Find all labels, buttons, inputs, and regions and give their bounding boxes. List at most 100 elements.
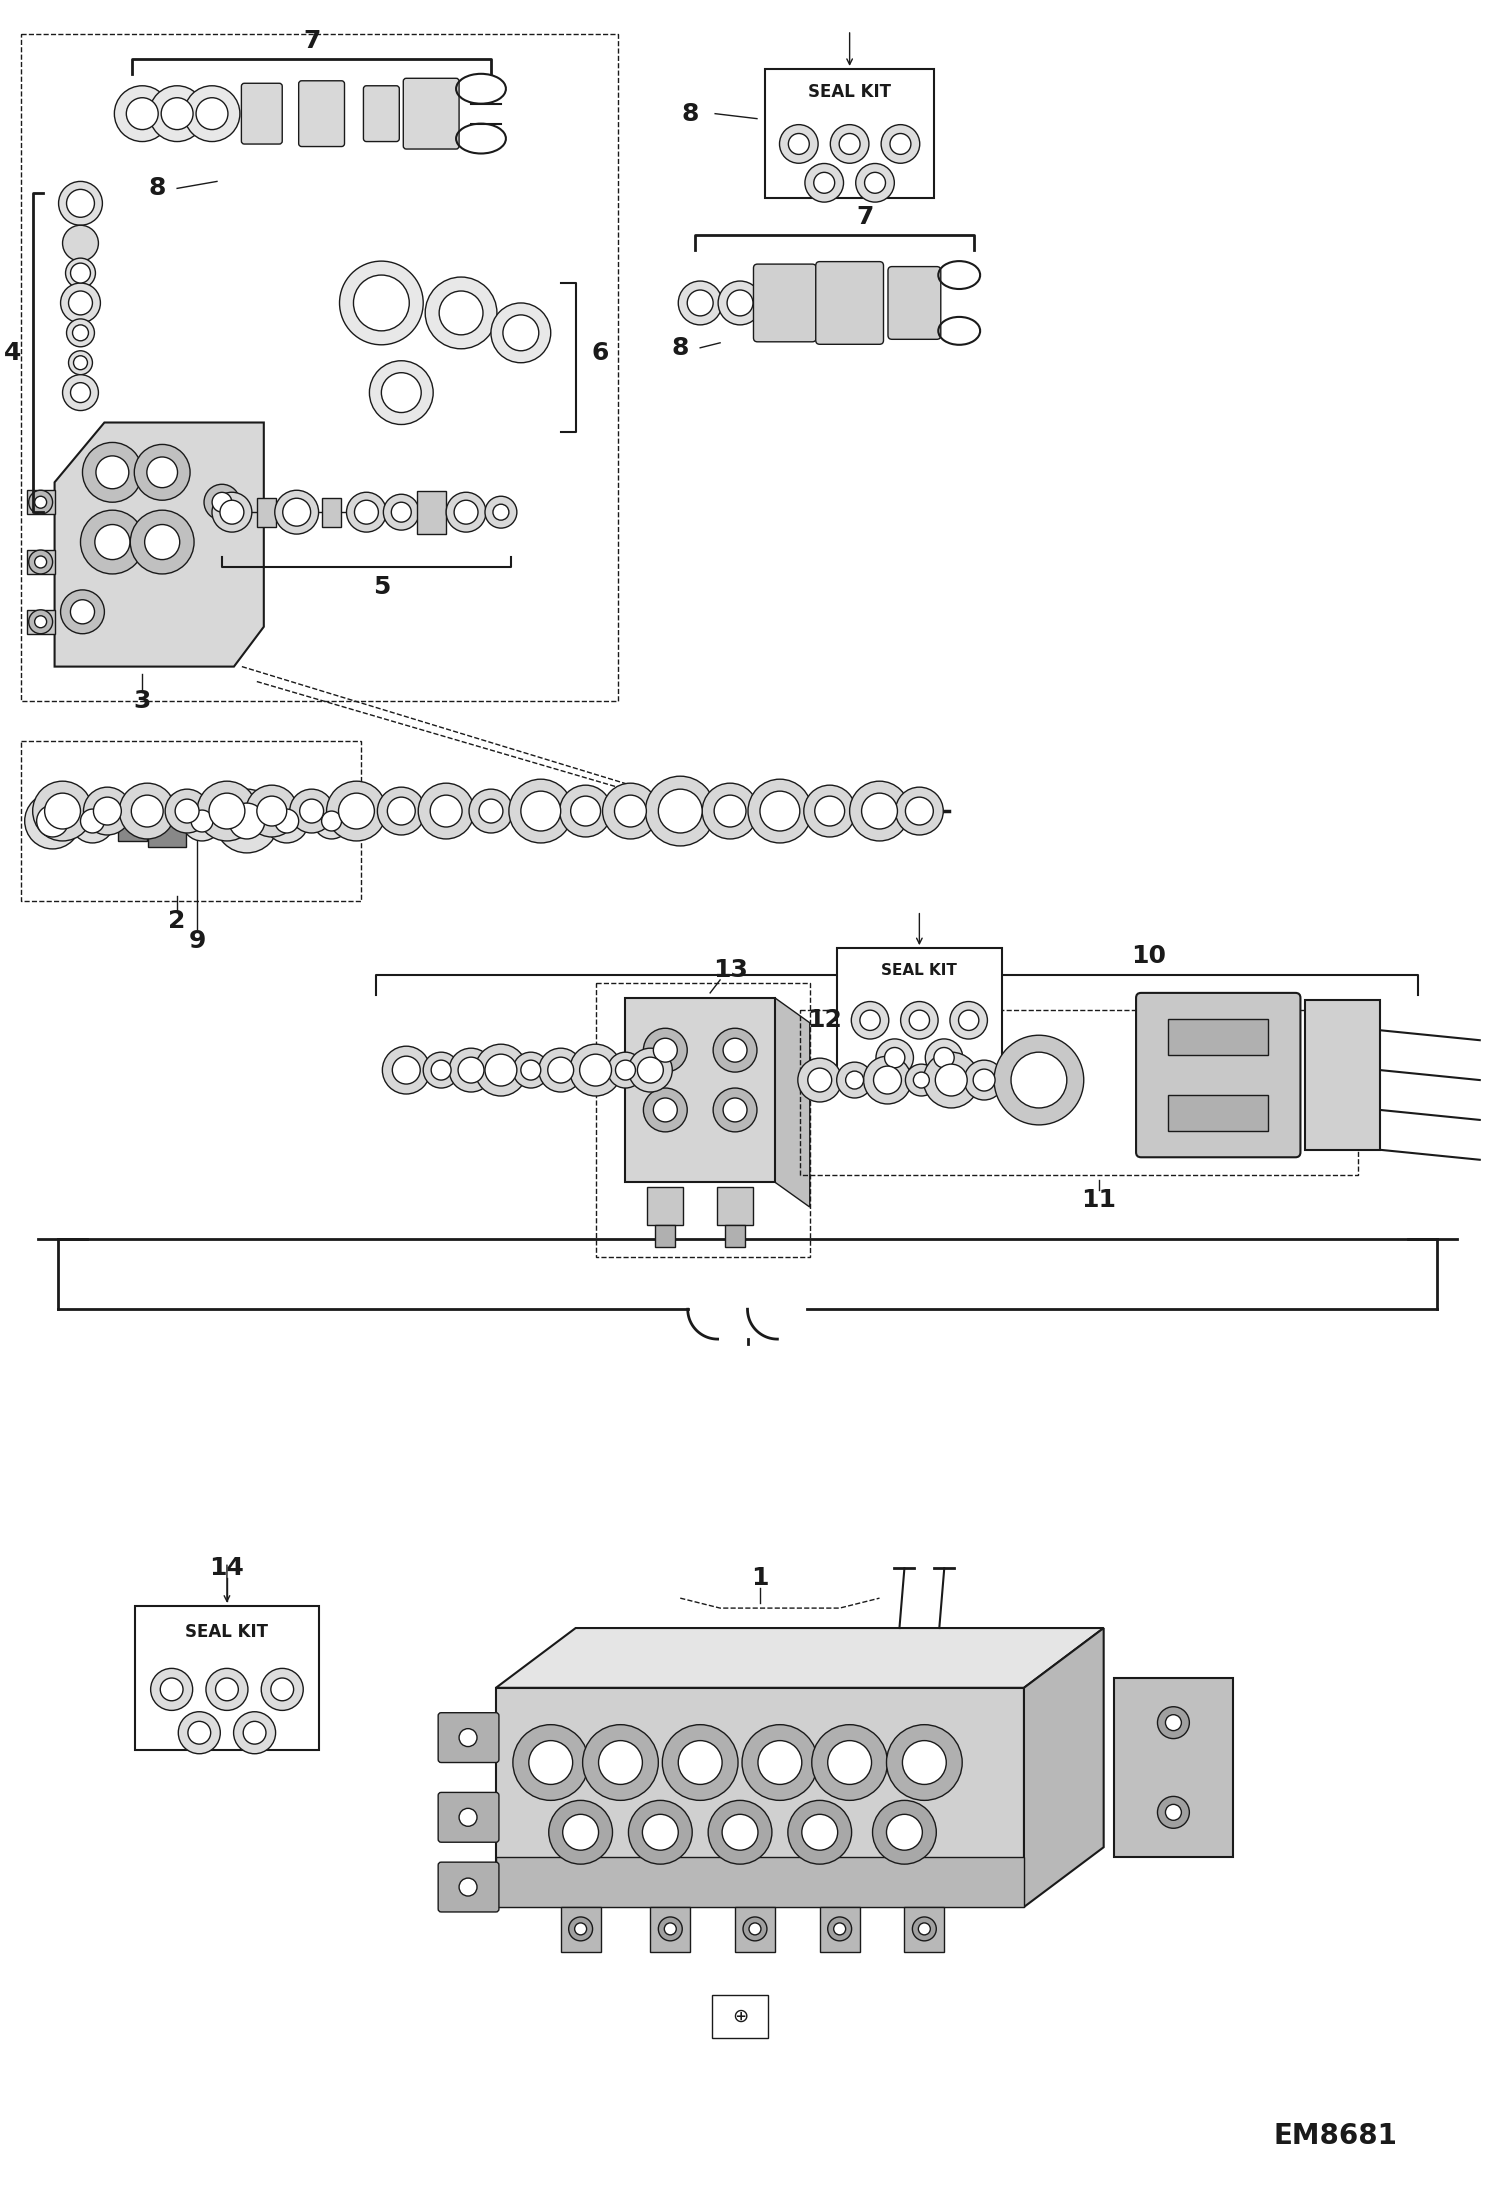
Circle shape [34, 496, 46, 509]
Circle shape [151, 1667, 193, 1711]
Circle shape [788, 1801, 852, 1865]
Circle shape [210, 794, 244, 829]
Circle shape [205, 1667, 249, 1711]
Circle shape [229, 803, 265, 838]
Circle shape [688, 290, 713, 316]
Circle shape [135, 445, 190, 500]
Text: 9: 9 [189, 928, 205, 952]
Circle shape [602, 783, 658, 838]
Text: 7: 7 [855, 206, 873, 230]
Circle shape [60, 283, 100, 323]
Polygon shape [496, 1856, 1025, 1907]
Text: 13: 13 [713, 959, 748, 983]
Bar [626, 998, 774, 1183]
Circle shape [905, 1064, 938, 1097]
Circle shape [93, 796, 121, 825]
Circle shape [256, 796, 286, 825]
Circle shape [521, 792, 560, 832]
Circle shape [512, 1724, 589, 1801]
Circle shape [424, 1053, 458, 1088]
Circle shape [616, 1060, 635, 1079]
Circle shape [884, 1047, 905, 1068]
Circle shape [216, 1678, 238, 1700]
Circle shape [742, 1724, 818, 1801]
Circle shape [560, 785, 611, 836]
Circle shape [430, 794, 461, 827]
Circle shape [458, 1808, 476, 1825]
Bar [416, 491, 445, 533]
Circle shape [355, 500, 379, 524]
Circle shape [749, 1922, 761, 1935]
Circle shape [289, 790, 334, 834]
Text: 2: 2 [168, 908, 186, 932]
Circle shape [830, 125, 869, 162]
Circle shape [485, 1053, 517, 1086]
Circle shape [861, 794, 897, 829]
Circle shape [724, 1038, 748, 1062]
Circle shape [849, 781, 909, 840]
Circle shape [876, 1040, 914, 1077]
Circle shape [743, 1918, 767, 1942]
Circle shape [855, 165, 894, 202]
Circle shape [1158, 1707, 1189, 1738]
Circle shape [974, 1068, 995, 1090]
Circle shape [679, 1740, 722, 1784]
Circle shape [34, 555, 46, 568]
Circle shape [571, 796, 601, 825]
Circle shape [575, 1922, 587, 1935]
Circle shape [653, 1038, 677, 1062]
Circle shape [813, 173, 834, 193]
Circle shape [220, 500, 244, 524]
Circle shape [234, 1711, 276, 1753]
Circle shape [271, 1678, 294, 1700]
Circle shape [724, 1097, 748, 1121]
Circle shape [1158, 1797, 1189, 1828]
Circle shape [950, 1000, 987, 1040]
Bar [718, 1187, 753, 1224]
Bar [1168, 1020, 1269, 1055]
Bar [650, 1907, 691, 1953]
Circle shape [896, 788, 944, 836]
Circle shape [1165, 1716, 1182, 1731]
Circle shape [300, 799, 324, 823]
Circle shape [94, 524, 130, 559]
Circle shape [425, 276, 497, 349]
Circle shape [872, 1801, 936, 1865]
Circle shape [638, 1058, 664, 1084]
Circle shape [70, 599, 94, 623]
Circle shape [216, 790, 279, 853]
Circle shape [643, 1814, 679, 1850]
Circle shape [73, 355, 87, 371]
Circle shape [909, 1009, 930, 1031]
Circle shape [548, 1058, 574, 1084]
Circle shape [346, 491, 386, 533]
Circle shape [383, 494, 419, 531]
Circle shape [178, 1711, 220, 1753]
Polygon shape [54, 423, 264, 667]
Circle shape [370, 360, 433, 423]
Text: 6: 6 [592, 340, 610, 364]
Circle shape [261, 1667, 303, 1711]
Circle shape [881, 125, 920, 162]
Circle shape [485, 496, 517, 529]
Circle shape [887, 1724, 962, 1801]
Bar [560, 1907, 601, 1953]
Polygon shape [496, 1687, 1025, 1907]
Circle shape [804, 165, 843, 202]
Circle shape [539, 1049, 583, 1093]
Circle shape [914, 1073, 929, 1088]
Circle shape [713, 1088, 756, 1132]
Circle shape [66, 189, 94, 217]
Bar [148, 794, 186, 847]
Circle shape [339, 794, 374, 829]
Circle shape [313, 803, 349, 838]
Bar [1305, 1000, 1380, 1150]
Circle shape [446, 491, 485, 533]
Circle shape [851, 1000, 888, 1040]
Circle shape [192, 810, 213, 832]
Circle shape [198, 781, 256, 840]
Text: SEAL KIT: SEAL KIT [881, 963, 957, 979]
FancyBboxPatch shape [888, 268, 941, 340]
Circle shape [860, 1009, 881, 1031]
Circle shape [748, 779, 812, 842]
